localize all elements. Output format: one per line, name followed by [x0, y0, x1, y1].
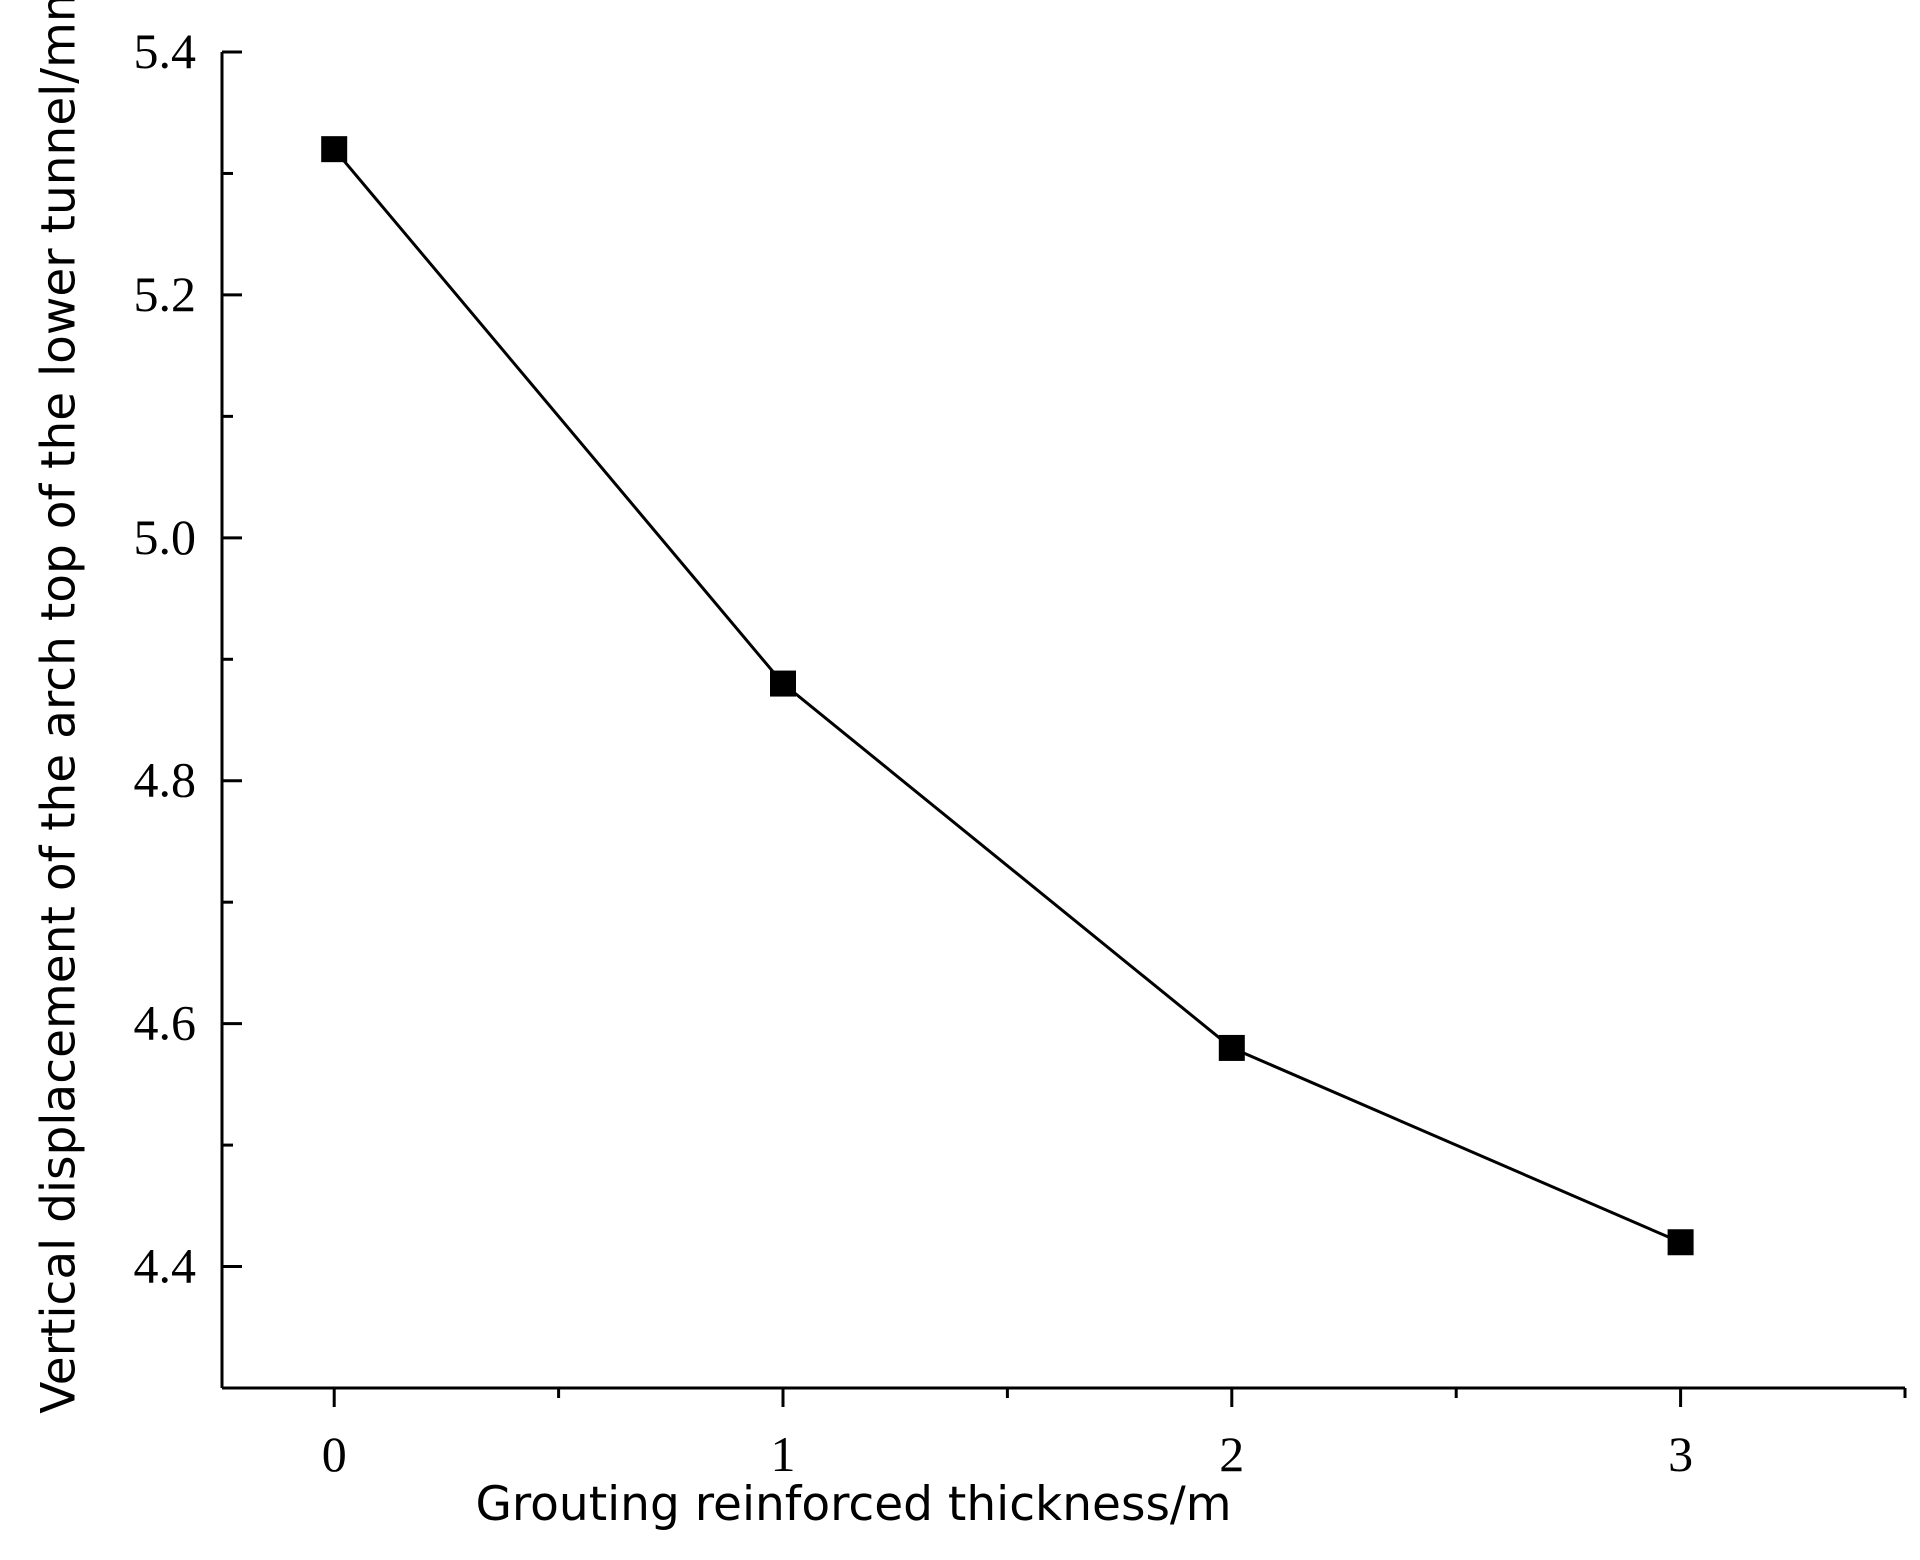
x-tick-label: 2 [1219, 1426, 1244, 1482]
data-point-marker [1667, 1229, 1694, 1256]
y-tick-label: 5.2 [134, 266, 197, 322]
y-tick-label: 4.8 [134, 752, 197, 808]
data-point-marker [770, 670, 796, 697]
series-layer [321, 136, 1694, 1256]
data-point-marker [1218, 1034, 1245, 1061]
y-tick-label: 4.4 [134, 1238, 197, 1294]
y-tick-label: 5.0 [134, 509, 197, 565]
y-tick-label: 4.6 [134, 995, 197, 1051]
y-tick-label: 5.4 [134, 23, 197, 79]
x-axis-ticks: 0 1 2 3 [322, 1388, 1907, 1482]
x-tick-label: 1 [771, 1426, 796, 1482]
y-axis-ticks: 4.4 4.6 4.8 5.0 5.2 5.4 [134, 23, 242, 1294]
data-point-marker [321, 136, 348, 163]
x-tick-label: 0 [322, 1426, 347, 1482]
x-axis-title: Grouting reinforced thickness/m [475, 1477, 1231, 1532]
x-tick-label: 3 [1668, 1426, 1693, 1482]
y-axis-title: Vertical displacement of the arch top of… [32, 0, 87, 1414]
series-line [333, 148, 1682, 1244]
